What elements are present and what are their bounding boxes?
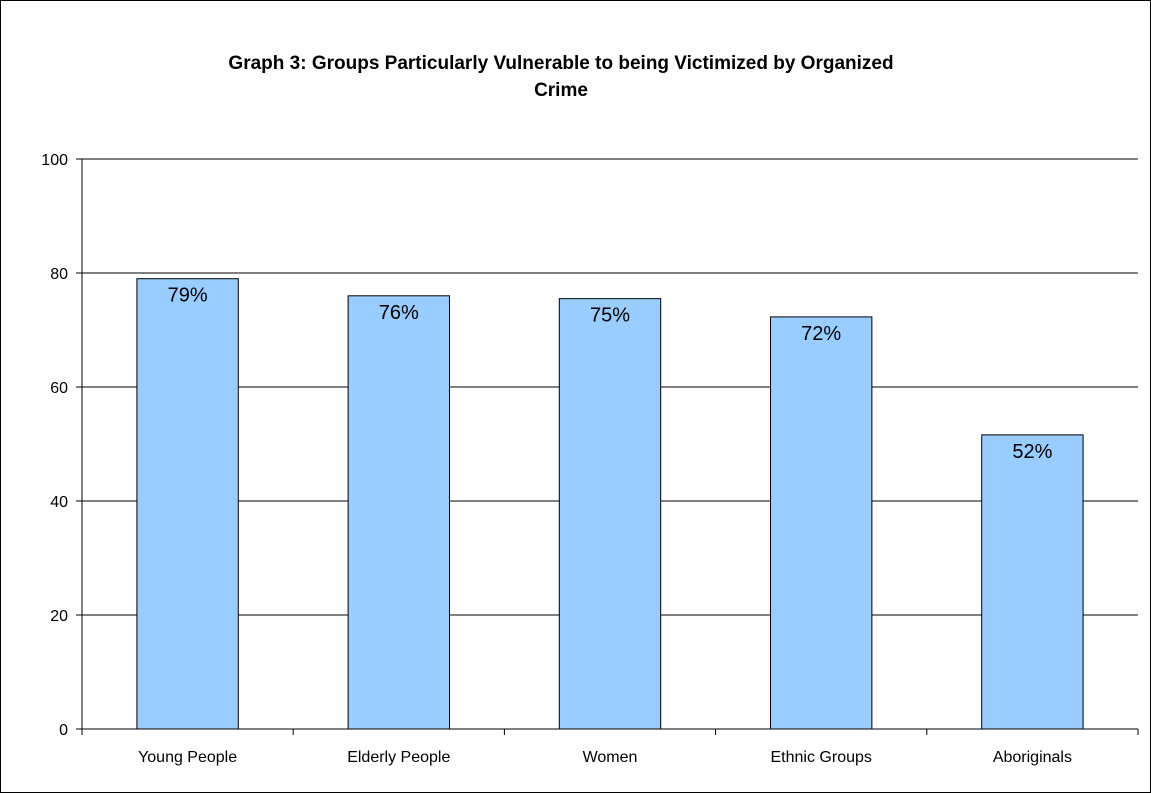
bar — [347, 295, 450, 730]
axes — [76, 158, 1139, 735]
y-tick-label: 80 — [50, 266, 68, 283]
y-tick-label: 60 — [50, 380, 68, 397]
x-tick-label: Elderly People — [347, 749, 450, 766]
x-tick-label: Ethnic Groups — [771, 749, 872, 766]
y-tick-label: 100 — [41, 152, 68, 169]
chart-title: Graph 3: Groups Particularly Vulnerable … — [228, 53, 894, 101]
bar — [981, 434, 1084, 730]
y-tick-label: 40 — [50, 494, 68, 511]
bar-data-label: 52% — [1012, 441, 1052, 463]
bar — [558, 298, 662, 730]
bar-data-label: 72% — [801, 323, 841, 345]
bar-data-label: 76% — [379, 302, 419, 324]
x-tick-labels: Young People Elderly People Women Ethnic Gr… — [138, 749, 1072, 766]
y-tick-labels: 0 20 40 60 80 100 — [41, 152, 68, 739]
x-tick-label: Aboriginals — [993, 749, 1072, 766]
data-labels: 79% 76% 75% 72% 52% — [168, 285, 1053, 463]
y-tick-label: 20 — [50, 608, 68, 625]
bar-data-label: 79% — [168, 285, 208, 307]
x-tick-label: Young People — [138, 749, 237, 766]
bar-data-label: 75% — [590, 305, 630, 327]
bar — [770, 316, 873, 730]
bars — [136, 278, 1084, 730]
y-tick-label: 0 — [59, 722, 68, 739]
bar — [136, 278, 239, 730]
x-tick-label: Women — [583, 749, 638, 766]
